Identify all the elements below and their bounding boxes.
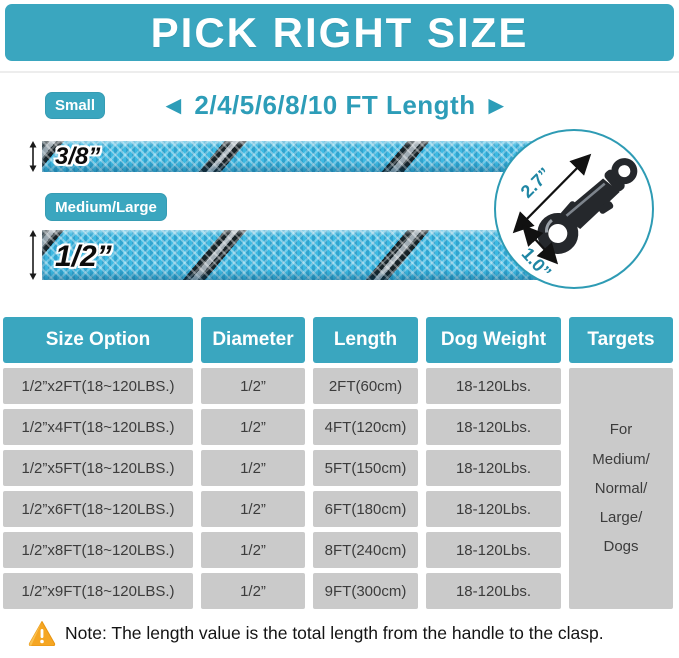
- divider: [0, 71, 679, 73]
- header-size-option: Size Option: [3, 317, 193, 363]
- targets-line: Dogs: [603, 538, 639, 556]
- targets-line: Medium/: [592, 450, 650, 468]
- rope-large-diameter-label: 1/2”: [55, 240, 112, 273]
- cell-diameter: 1/2”: [201, 409, 305, 445]
- cell-size-option: 1/2”x5FT(18~120LBS.): [3, 450, 193, 486]
- cell-targets: For Medium/ Normal/ Large/ Dogs: [569, 368, 673, 609]
- cell-size-option: 1/2”x4FT(18~120LBS.): [3, 409, 193, 445]
- cell-length: 8FT(240cm): [313, 532, 418, 568]
- small-size-badge: Small: [45, 92, 105, 119]
- cell-length: 4FT(120cm): [313, 409, 418, 445]
- clasp-detail-circle: 2.7” 1.0”: [494, 129, 654, 289]
- small-size-label: Small: [54, 97, 96, 114]
- targets-line: Normal/: [594, 479, 648, 497]
- thickness-arrow-icon: [29, 141, 37, 172]
- targets-line: Large/: [599, 509, 643, 527]
- clasp-icon: 2.7” 1.0”: [512, 153, 638, 282]
- cell-size-option: 1/2”x9FT(18~120LBS.): [3, 573, 193, 609]
- cell-length: 5FT(150cm): [313, 450, 418, 486]
- cell-dog-weight: 18-120Lbs.: [426, 532, 561, 568]
- cell-dog-weight: 18-120Lbs.: [426, 491, 561, 527]
- clasp-length-arrow-icon: [512, 153, 592, 234]
- cell-dog-weight: 18-120Lbs.: [426, 573, 561, 609]
- cell-dog-weight: 18-120Lbs.: [426, 450, 561, 486]
- clasp-width-arrow-icon: [521, 224, 559, 265]
- header-diameter: Diameter: [201, 317, 305, 363]
- cell-dog-weight: 18-120Lbs.: [426, 368, 561, 404]
- size-table: Size Option Diameter Length Dog Weight T…: [3, 317, 673, 609]
- cell-diameter: 1/2”: [201, 450, 305, 486]
- page-title: PICK RIGHT SIZE: [150, 8, 529, 56]
- footer-note: Note: The length value is the total leng…: [28, 620, 668, 646]
- header-length: Length: [313, 317, 418, 363]
- cell-diameter: 1/2”: [201, 532, 305, 568]
- rope-small-diameter-label: 3/8”: [55, 143, 101, 170]
- title-banner: PICK RIGHT SIZE: [5, 4, 674, 61]
- length-options-label: ◄ 2/4/5/6/8/10 FT Length ►: [160, 90, 510, 120]
- rope-small-image: [42, 141, 555, 172]
- cell-length: 6FT(180cm): [313, 491, 418, 527]
- targets-line: For: [609, 421, 633, 439]
- cell-size-option: 1/2”x8FT(18~120LBS.): [3, 532, 193, 568]
- header-dog-weight: Dog Weight: [426, 317, 561, 363]
- cell-dog-weight: 18-120Lbs.: [426, 409, 561, 445]
- cell-size-option: 1/2”x2FT(18~120LBS.): [3, 368, 193, 404]
- cell-diameter: 1/2”: [201, 491, 305, 527]
- cell-length: 2FT(60cm): [313, 368, 418, 404]
- cell-diameter: 1/2”: [201, 573, 305, 609]
- cell-diameter: 1/2”: [201, 368, 305, 404]
- rope-large-image: [42, 230, 555, 280]
- note-text: Note: The length value is the total leng…: [65, 622, 604, 643]
- medium-large-label: Medium/Large: [55, 198, 157, 216]
- cell-length: 9FT(300cm): [313, 573, 418, 609]
- thickness-arrow-icon: [29, 230, 37, 280]
- cell-size-option: 1/2”x6FT(18~120LBS.): [3, 491, 193, 527]
- medium-large-badge: Medium/Large: [45, 193, 167, 221]
- warning-triangle-icon: [28, 621, 56, 646]
- header-targets: Targets: [569, 317, 673, 363]
